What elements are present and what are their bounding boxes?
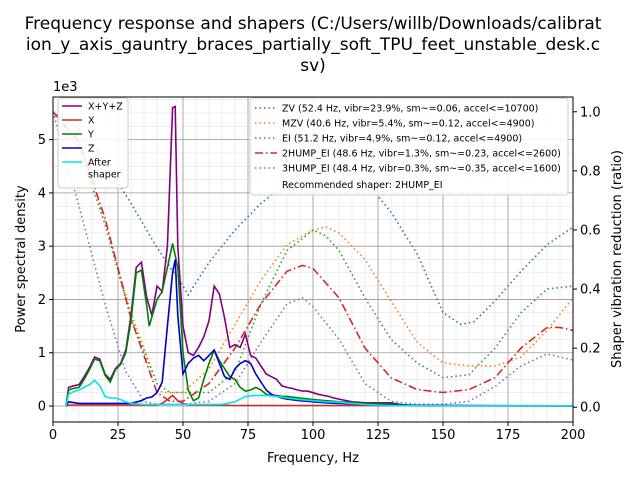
legend-right-label: ZV (52.4 Hz, vibr=23.9%, sm~=0.06, accel… — [282, 104, 538, 115]
y2-tick-label: 0.2 — [580, 342, 601, 357]
x-tick-label: 150 — [431, 428, 456, 443]
x-tick-label: 100 — [301, 428, 326, 443]
shaper-series-line — [53, 111, 573, 394]
y-offset-text: 1e3 — [53, 80, 78, 95]
chart-title-line-1: Frequency response and shapers (C:/Users… — [25, 14, 602, 34]
psd-series-line — [65, 394, 573, 407]
legend-left-label: Z — [88, 144, 95, 155]
x-tick-label: 0 — [49, 428, 57, 443]
y-tick-label: 1 — [38, 346, 46, 361]
y-axis-label: Power spectral density — [14, 185, 29, 333]
y2-tick-label: 0.0 — [580, 401, 601, 416]
x-tick-label: 50 — [175, 428, 192, 443]
recommended-shaper-text: Recommended shaper: 2HUMP_EI — [282, 180, 443, 191]
x-tick-label: 125 — [366, 428, 391, 443]
y-tick-label: 0 — [38, 400, 46, 415]
legend-left-label: Y — [87, 130, 94, 141]
axes: 0 25 50 75 100 125 150 175 200 0 1 2 3 4 5 0.0 0.2 0.4 0.6… — [38, 105, 601, 443]
y-tick-label: 4 — [38, 186, 46, 201]
legend-right-label: 3HUMP_EI (48.4 Hz, vibr=0.3%, sm~=0.35, … — [282, 164, 561, 175]
x-tick-label: 75 — [240, 428, 257, 443]
legend-right-box — [249, 97, 569, 196]
legend-left-label: shaper — [88, 170, 121, 181]
x-axis-label: Frequency, Hz — [267, 451, 359, 466]
x-tick-label: 200 — [561, 428, 586, 443]
x-tick-label: 25 — [110, 428, 127, 443]
legend-right-label: EI (51.2 Hz, vibr=4.9%, sm~=0.12, accel<… — [282, 134, 522, 145]
legend-right-label: 2HUMP_EI (48.6 Hz, vibr=1.3%, sm~=0.23, … — [282, 149, 561, 160]
legend-right-label: MZV (40.6 Hz, vibr=5.4%, sm~=0.12, accel… — [282, 119, 534, 130]
x-tick-label: 175 — [496, 428, 521, 443]
shaper-series-line — [53, 111, 573, 406]
legend-right: ZV (52.4 Hz, vibr=23.9%, sm~=0.06, accel… — [249, 97, 569, 196]
y-tick-label: 3 — [38, 240, 46, 255]
psd-series-line — [65, 379, 573, 407]
chart-title-line-2: ion_y_axis_gauntry_braces_partially_soft… — [26, 35, 600, 55]
y2-tick-label: 0.6 — [580, 223, 601, 238]
legend-left-label: X+Y+Z — [88, 102, 123, 113]
plot-lines — [53, 105, 573, 407]
psd-series-line — [65, 243, 573, 407]
shaper-series-line — [53, 111, 573, 403]
y-tick-label: 2 — [38, 293, 46, 308]
y-tick-label: 5 — [38, 133, 46, 148]
legend-left-label: After — [88, 158, 111, 169]
psd-series-line — [65, 259, 573, 407]
y2-tick-label: 1.0 — [580, 105, 601, 120]
legend-left-label: X — [88, 116, 95, 127]
y2-axis-label: Shaper vibration reduction (ratio) — [610, 150, 625, 368]
y2-tick-label: 0.8 — [580, 164, 601, 179]
chart-title-line-3: sv) — [300, 56, 326, 76]
y2-tick-label: 0.4 — [580, 283, 601, 298]
